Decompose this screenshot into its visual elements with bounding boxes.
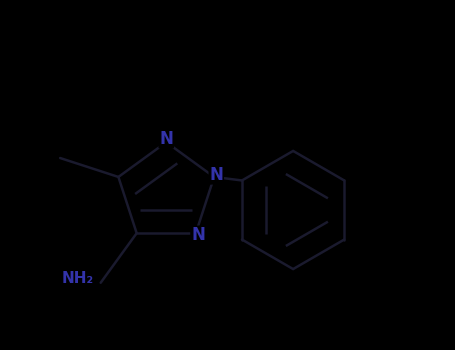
Text: NH₂: NH₂ [62,271,94,286]
Text: N: N [209,166,223,184]
Text: N: N [159,130,173,148]
Text: N: N [191,226,205,244]
